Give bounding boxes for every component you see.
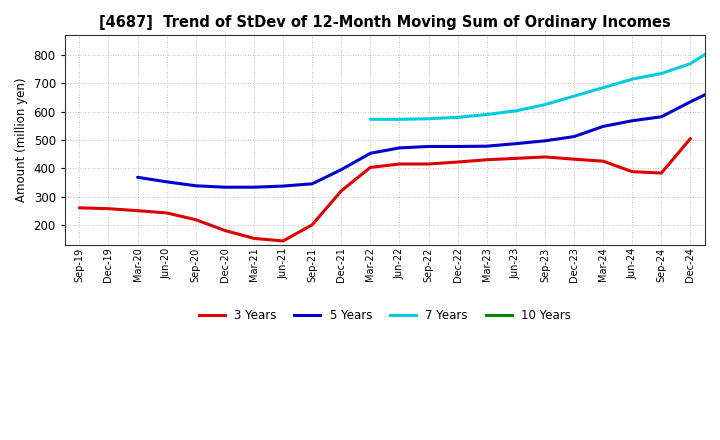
- Legend: 3 Years, 5 Years, 7 Years, 10 Years: 3 Years, 5 Years, 7 Years, 10 Years: [194, 304, 575, 326]
- 3 Years: [192, 217, 200, 222]
- 5 Years: [599, 124, 608, 129]
- 7 Years: [482, 112, 491, 117]
- 5 Years: [686, 99, 695, 104]
- 5 Years: [482, 143, 491, 149]
- 7 Years: [686, 61, 695, 66]
- Line: 3 Years: 3 Years: [79, 139, 690, 241]
- 7 Years: [599, 85, 608, 90]
- 3 Years: [75, 205, 84, 210]
- 3 Years: [133, 208, 142, 213]
- 7 Years: [628, 77, 636, 82]
- 5 Years: [395, 145, 404, 150]
- 7 Years: [570, 93, 578, 99]
- 7 Years: [395, 117, 404, 122]
- 5 Years: [337, 167, 346, 172]
- 5 Years: [308, 181, 317, 187]
- 3 Years: [657, 170, 666, 176]
- 7 Years: [511, 108, 520, 114]
- 3 Years: [686, 136, 695, 141]
- 5 Years: [424, 144, 433, 149]
- Y-axis label: Amount (million yen): Amount (million yen): [15, 78, 28, 202]
- 3 Years: [220, 228, 229, 233]
- 5 Years: [366, 150, 374, 156]
- 3 Years: [395, 161, 404, 167]
- 3 Years: [541, 154, 549, 160]
- 3 Years: [250, 236, 258, 241]
- Title: [4687]  Trend of StDev of 12-Month Moving Sum of Ordinary Incomes: [4687] Trend of StDev of 12-Month Moving…: [99, 15, 671, 30]
- 7 Years: [541, 102, 549, 107]
- Line: 7 Years: 7 Years: [370, 45, 719, 119]
- 5 Years: [279, 183, 287, 189]
- 5 Years: [657, 114, 666, 119]
- 3 Years: [279, 238, 287, 244]
- 3 Years: [570, 157, 578, 162]
- 3 Years: [337, 188, 346, 194]
- 5 Years: [220, 184, 229, 190]
- 7 Years: [424, 116, 433, 121]
- 5 Years: [570, 134, 578, 139]
- 3 Years: [628, 169, 636, 174]
- 5 Years: [133, 175, 142, 180]
- 3 Years: [366, 165, 374, 170]
- 5 Years: [454, 144, 462, 149]
- Line: 5 Years: 5 Years: [138, 69, 720, 187]
- 5 Years: [192, 183, 200, 188]
- 7 Years: [715, 43, 720, 48]
- 7 Years: [657, 71, 666, 76]
- 3 Years: [482, 157, 491, 162]
- 3 Years: [599, 158, 608, 164]
- 5 Years: [162, 179, 171, 184]
- 3 Years: [308, 222, 317, 227]
- 3 Years: [511, 156, 520, 161]
- 5 Years: [628, 118, 636, 123]
- 3 Years: [424, 161, 433, 167]
- 3 Years: [104, 206, 113, 211]
- 3 Years: [162, 210, 171, 216]
- 5 Years: [511, 141, 520, 146]
- 5 Years: [715, 85, 720, 90]
- 7 Years: [454, 115, 462, 120]
- 3 Years: [454, 159, 462, 165]
- 5 Years: [541, 138, 549, 143]
- 5 Years: [250, 184, 258, 190]
- 7 Years: [366, 117, 374, 122]
